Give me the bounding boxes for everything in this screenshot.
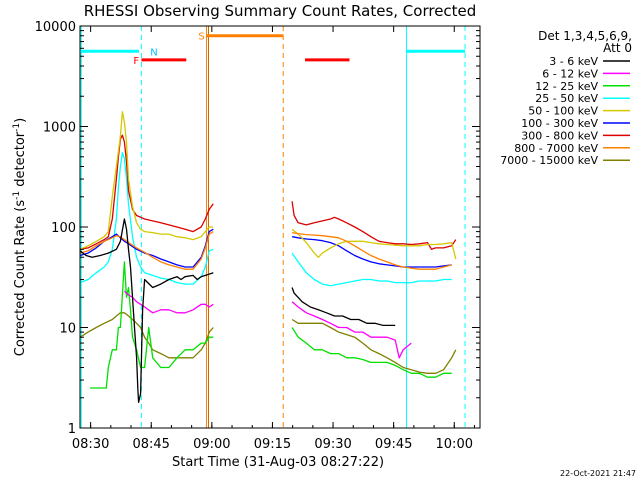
footer-date: 22-Oct-2021 21:47 xyxy=(560,469,636,478)
x-tick-label: 08:45 xyxy=(132,437,169,452)
y-tick-label: 100 xyxy=(51,221,76,236)
plot-area: NF S xyxy=(79,26,466,428)
y-tick-label: 1 xyxy=(68,422,76,437)
x-tick-label: 09:15 xyxy=(254,437,291,452)
chart-title: RHESSI Observing Summary Count Rates, Co… xyxy=(84,2,477,20)
legend-label: 300 - 800 keV xyxy=(521,129,598,142)
y-axis: 1 10 100 1000 10000 xyxy=(35,20,480,437)
mode-label: N xyxy=(150,47,157,58)
x-tick-label: 09:00 xyxy=(193,437,230,452)
legend-label: 25 - 50 keV xyxy=(535,92,598,105)
mode-label: S xyxy=(198,32,204,43)
y-axis-label: Corrected Count Rate (s-1 detector-1) xyxy=(12,118,28,356)
legend-label: 7000 - 15000 keV xyxy=(500,154,598,167)
series-line xyxy=(79,134,457,250)
legend-header-line1: Det 1,3,4,5,6,9, xyxy=(538,29,632,43)
legend-label: 100 - 300 keV xyxy=(521,117,598,130)
legend-header-line2: Att 0 xyxy=(603,41,632,55)
series-line xyxy=(79,151,452,287)
y-axis-label-sup2: -1 xyxy=(12,123,22,132)
y-axis-label-sup1: -1 xyxy=(12,191,22,200)
series-line xyxy=(123,290,412,359)
y-axis-label-mid: detector xyxy=(13,131,28,191)
x-tick-label: 09:30 xyxy=(314,437,351,452)
series-line xyxy=(90,261,452,389)
mode-label: F xyxy=(133,56,139,67)
series-line xyxy=(79,218,396,403)
series-line xyxy=(79,111,457,260)
x-axis: 08:30 08:45 09:00 09:15 09:30 09:45 10:00 xyxy=(72,26,475,452)
legend-label: 12 - 25 keV xyxy=(535,80,598,93)
x-axis-label: Start Time (31-Aug-03 08:27:22) xyxy=(172,455,384,470)
legend-label: 50 - 100 keV xyxy=(528,105,598,118)
legend-label: 800 - 7000 keV xyxy=(514,142,598,155)
legend-label: 6 - 12 keV xyxy=(542,67,598,80)
y-axis-label-end: ) xyxy=(13,118,28,123)
y-tick-label: 10000 xyxy=(35,20,76,35)
y-tick-label: 1000 xyxy=(43,121,76,136)
x-tick-label: 08:30 xyxy=(72,437,109,452)
y-tick-label: 10 xyxy=(59,322,76,337)
legend-label: 3 - 6 keV xyxy=(549,55,598,68)
y-axis-label-main: Corrected Count Rate (s xyxy=(13,200,28,357)
x-tick-label: 10:00 xyxy=(436,437,473,452)
x-tick-label: 09:45 xyxy=(375,437,412,452)
series-line xyxy=(79,231,452,270)
